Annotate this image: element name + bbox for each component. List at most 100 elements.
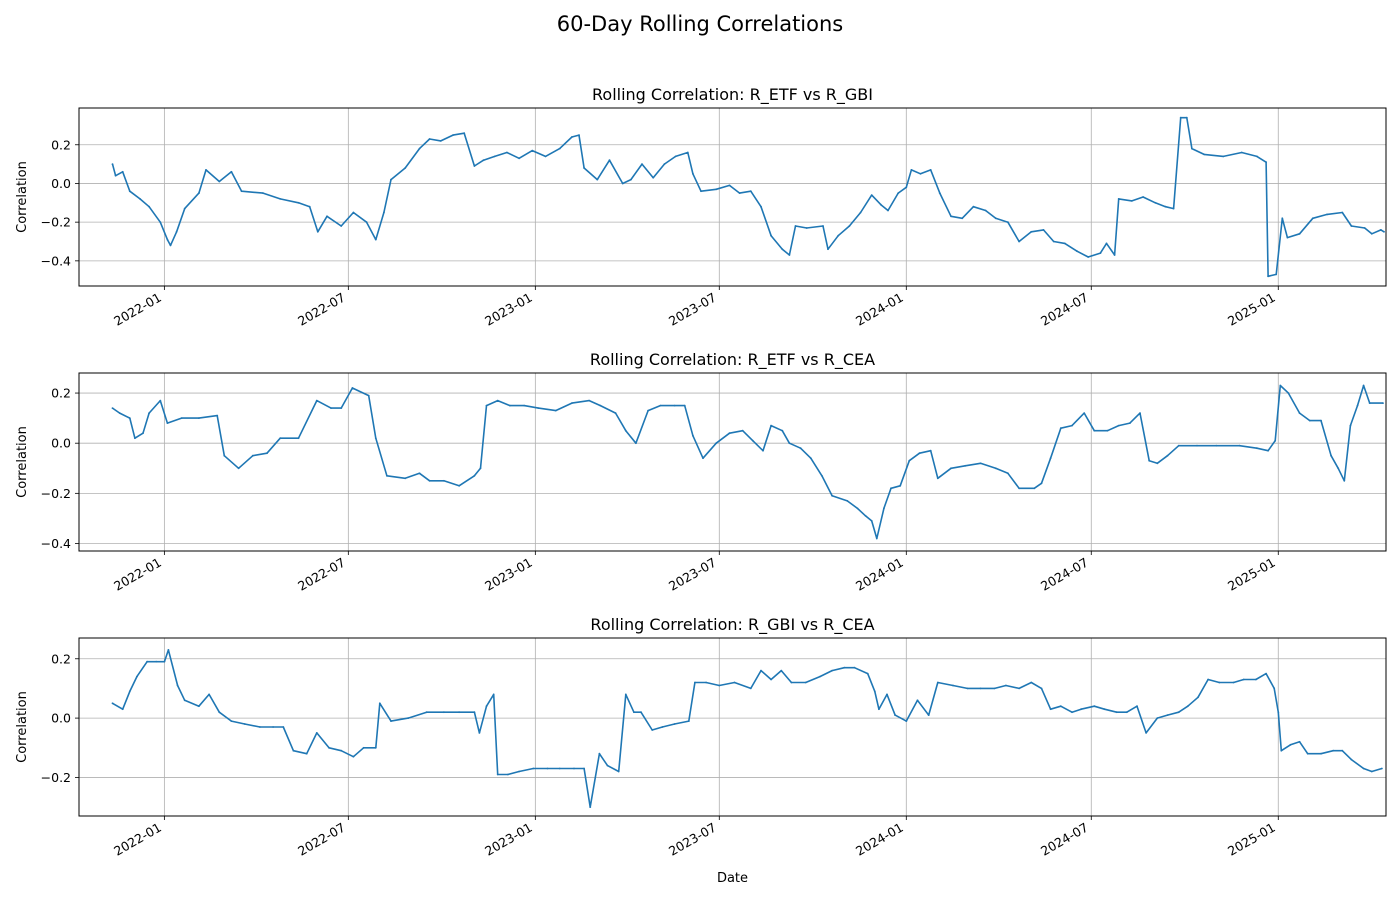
data-point: [1052, 240, 1055, 243]
data-point: [175, 230, 178, 233]
data-point: [1005, 684, 1007, 687]
data-point: [1311, 217, 1314, 220]
data-point: [617, 770, 620, 773]
data-point: [1332, 749, 1335, 752]
data-point: [1018, 487, 1020, 490]
data-point: [155, 660, 158, 663]
data-point: [1273, 687, 1276, 690]
series-line: [111, 116, 1385, 278]
data-point: [315, 732, 318, 734]
data-point: [1306, 752, 1309, 755]
data-point: [804, 681, 807, 684]
data-point: [163, 660, 166, 663]
data-point: [1343, 479, 1346, 482]
data-point: [507, 773, 509, 776]
data-point: [827, 248, 829, 251]
y-axis-label: Correlation: [15, 691, 30, 763]
data-point: [418, 147, 421, 150]
data-point: [651, 729, 654, 731]
data-point: [790, 681, 793, 684]
data-point: [897, 192, 900, 195]
data-point: [111, 702, 114, 705]
data-point: [950, 467, 952, 470]
data-point: [237, 467, 240, 470]
subplot-title: Rolling Correlation: R_ETF vs R_GBI: [592, 85, 873, 105]
data-point: [316, 230, 319, 233]
data-point: [687, 720, 690, 722]
data-point: [1083, 412, 1086, 414]
y-axis-label: Correlation: [15, 161, 30, 233]
x-axis-label: Date: [717, 871, 748, 886]
data-point: [715, 188, 718, 191]
data-point: [936, 477, 939, 480]
data-point: [1232, 681, 1235, 684]
y-tick-label: −0.2: [41, 770, 71, 785]
data-point: [1265, 672, 1267, 675]
data-point: [308, 205, 311, 208]
data-point: [272, 726, 274, 728]
data-point: [458, 711, 460, 714]
data-point: [383, 211, 385, 214]
y-tick-label: 0.2: [51, 651, 71, 666]
data-point: [1356, 404, 1359, 407]
data-point: [390, 720, 392, 722]
data-point: [1113, 254, 1116, 256]
data-point: [240, 190, 243, 193]
data-point: [1148, 459, 1151, 462]
data-point: [994, 217, 997, 220]
data-point: [159, 399, 162, 402]
data-point: [599, 404, 602, 407]
data-point: [799, 447, 802, 450]
data-point: [702, 457, 704, 460]
data-point: [365, 221, 368, 224]
data-point: [705, 681, 707, 684]
data-point: [641, 163, 643, 166]
data-point: [692, 172, 694, 175]
subplot-title: Rolling Correlation: R_GBI vs R_CEA: [590, 615, 874, 635]
data-point: [121, 708, 124, 711]
data-point: [878, 708, 880, 711]
data-point: [386, 474, 388, 477]
y-tick-label: −0.4: [41, 536, 71, 551]
data-point: [1280, 749, 1283, 752]
data-point: [407, 717, 410, 719]
data-point: [1125, 711, 1128, 714]
data-point: [139, 198, 141, 200]
data-point: [428, 138, 431, 140]
data-point: [918, 452, 921, 455]
data-point: [1166, 714, 1169, 716]
data-point: [458, 484, 460, 487]
data-point: [887, 209, 889, 212]
data-point: [1218, 681, 1221, 684]
data-point: [305, 752, 308, 755]
data-point: [583, 167, 585, 169]
data-point: [938, 192, 941, 195]
x-tick-label: 2022-01: [111, 820, 164, 859]
x-tick-label: 2025-01: [1225, 290, 1278, 329]
data-point: [870, 520, 873, 522]
x-tick-label: 2022-07: [295, 555, 348, 594]
data-point: [1030, 230, 1033, 233]
data-point: [452, 134, 454, 137]
data-point: [1265, 161, 1267, 164]
data-point: [822, 225, 824, 227]
data-point: [390, 178, 392, 181]
data-point: [661, 726, 664, 728]
data-point: [1238, 444, 1241, 447]
data-point: [875, 537, 878, 540]
data-point: [266, 452, 268, 455]
data-point: [843, 666, 846, 669]
data-point: [328, 746, 330, 749]
series-line: [112, 384, 1383, 540]
data-point: [1172, 207, 1175, 210]
data-point: [596, 178, 599, 181]
data-point: [760, 669, 762, 672]
data-point: [1341, 211, 1344, 214]
data-point: [894, 714, 896, 716]
data-point: [633, 711, 635, 714]
data-point: [159, 221, 162, 224]
data-point: [218, 711, 221, 714]
data-point: [482, 159, 485, 162]
x-tick-label: 2023-01: [482, 555, 535, 594]
